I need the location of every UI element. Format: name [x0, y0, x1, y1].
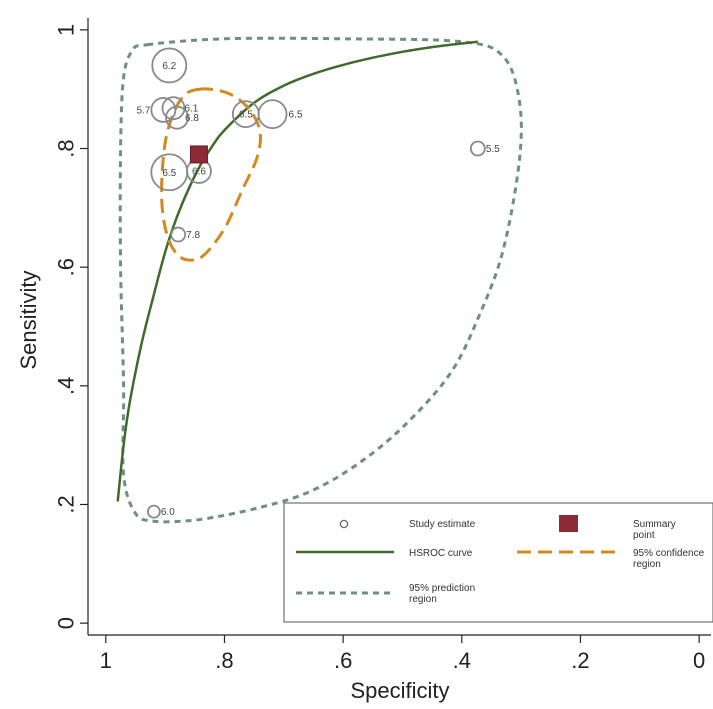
- study-point: [146, 504, 161, 519]
- study-label: 6.2: [162, 61, 176, 72]
- y-tick-label: .2: [54, 495, 79, 513]
- legend-study-label: Study estimate: [409, 519, 476, 530]
- x-tick-label: .2: [571, 648, 589, 673]
- study-point: [165, 105, 189, 130]
- legend-study-symbol: [339, 519, 349, 529]
- x-axis-ticks: 1 .8 .6 .4 .2 0: [100, 635, 705, 673]
- study-label: 6.6: [192, 167, 206, 178]
- legend-confidence-label: 95% confidence region: [633, 548, 705, 570]
- study-label: 7.8: [186, 230, 200, 241]
- legend-prediction-label: 95% prediction region: [409, 583, 475, 605]
- study-point: [151, 47, 188, 84]
- study-label: 6.5: [239, 110, 253, 121]
- legend-box: [283, 502, 713, 623]
- study-label: 6.8: [185, 113, 199, 124]
- hsroc-curve: [116, 40, 478, 502]
- legend-summary-label: Summary point: [633, 519, 676, 541]
- study-label: 6.0: [161, 507, 175, 518]
- x-tick-label: .8: [215, 648, 233, 673]
- study-point: [257, 99, 288, 130]
- legend-summary-symbol: [559, 515, 578, 532]
- study-label: 5.7: [136, 105, 150, 116]
- y-tick-label: 0: [54, 617, 79, 629]
- legend-hsroc-label: HSROC curve: [409, 548, 473, 559]
- x-tick-label: 1: [100, 648, 112, 673]
- y-tick-label: .4: [54, 377, 79, 395]
- study-label: 6.5: [289, 110, 303, 121]
- y-axis-ticks: 0 .2 .4 .6 .8 1: [54, 24, 88, 629]
- x-tick-label: .6: [334, 648, 352, 673]
- legend: Study estimate Summary point HSROC curve …: [283, 502, 713, 623]
- study-label: 6.1: [184, 104, 198, 115]
- x-axis-title: Specificity: [350, 678, 449, 703]
- study-label: 5.5: [486, 144, 500, 155]
- y-tick-label: .6: [54, 258, 79, 276]
- summary-point: [189, 145, 208, 164]
- x-tick-label: 0: [693, 648, 705, 673]
- study-point: [170, 226, 187, 243]
- study-point: [161, 96, 186, 121]
- y-tick-label: .8: [54, 139, 79, 157]
- study-label: 6.5: [162, 168, 176, 179]
- y-axis-title: Sensitivity: [16, 270, 41, 369]
- study-point: [469, 140, 486, 157]
- y-tick-label: 1: [54, 24, 79, 36]
- x-tick-label: .4: [453, 648, 471, 673]
- study-point: [150, 97, 177, 123]
